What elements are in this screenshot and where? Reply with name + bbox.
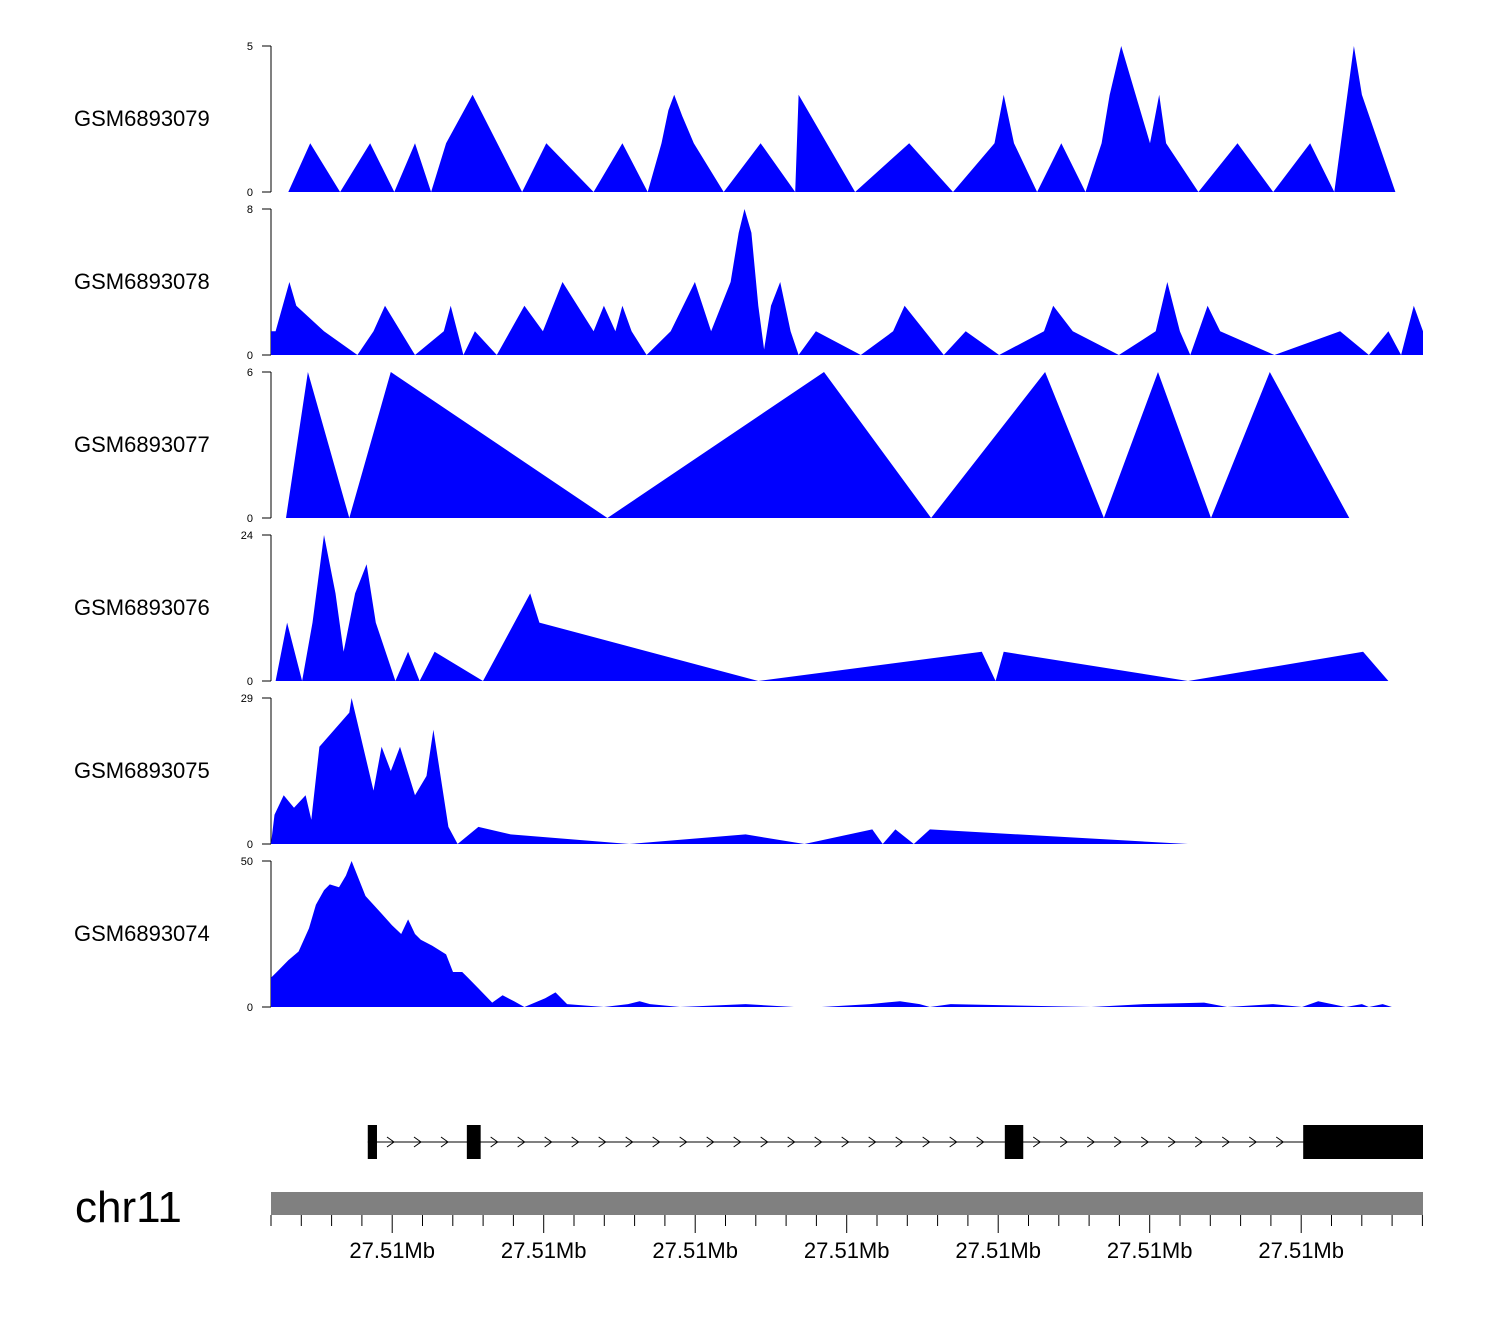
strand-arrow: [733, 1136, 742, 1148]
y-tick-zero-label: 0: [247, 839, 253, 851]
strand-arrow: [1248, 1136, 1258, 1148]
strand-arrow: [544, 1136, 553, 1148]
x-tick-label: 27.51Mb: [1258, 1238, 1344, 1263]
strand-arrow: [1167, 1136, 1177, 1148]
genome-axis: chr11 27.51Mb 27.51Mb 27.51Mb 27.51Mb 27.51Mb…: [75, 1183, 1423, 1263]
y-tick-max-label: 8: [247, 204, 253, 216]
strand-arrow: [922, 1136, 931, 1148]
y-tick-zero-label: 0: [247, 187, 253, 199]
y-tick-max-label: 50: [241, 856, 253, 868]
track-GSM6893074: GSM6893074 50 0: [74, 856, 1392, 1014]
strand-arrow: [949, 1136, 958, 1148]
track-GSM6893075: GSM6893075 29 0: [74, 693, 1188, 851]
strand-arrow: [413, 1136, 422, 1148]
x-tick-label: 27.51Mb: [955, 1238, 1041, 1263]
track-label: GSM6893075: [74, 758, 210, 783]
exon-1: [367, 1125, 377, 1159]
strand-arrow: [1221, 1136, 1231, 1148]
strand-arrow: [1140, 1136, 1150, 1148]
strand-arrow: [1059, 1136, 1069, 1148]
y-tick-max-label: 5: [247, 41, 253, 53]
x-tick-label: 27.51Mb: [501, 1238, 587, 1263]
track-GSM6893078: GSM6893078 8 0: [74, 204, 1423, 362]
strand-arrow: [868, 1136, 877, 1148]
x-tick-label: 27.51Mb: [349, 1238, 435, 1263]
strand-arrow: [598, 1136, 607, 1148]
strand-arrow: [652, 1136, 661, 1148]
coverage-area: [271, 535, 1389, 681]
strand-arrow: [841, 1136, 850, 1148]
coverage-area: [288, 46, 1396, 192]
gene-model: [367, 1125, 1423, 1159]
x-tick-label: 27.51Mb: [804, 1238, 890, 1263]
track-label: GSM6893074: [74, 921, 210, 946]
strand-arrow: [760, 1136, 769, 1148]
coverage-area: [271, 698, 1188, 844]
chromosome-label: chr11: [75, 1183, 182, 1232]
y-tick-zero-label: 0: [247, 676, 253, 688]
y-tick-max-label: 29: [241, 693, 253, 705]
x-tick-label: 27.51Mb: [652, 1238, 738, 1263]
strand-arrow: [1275, 1136, 1285, 1148]
strand-arrow: [490, 1136, 499, 1148]
y-tick-zero-label: 0: [247, 513, 253, 525]
track-GSM6893076: GSM6893076 24 0: [74, 530, 1389, 688]
strand-arrow: [571, 1136, 580, 1148]
exon-4: [1303, 1125, 1423, 1159]
coverage-tracks: GSM689307950GSM689307880GSM689307760GSM6…: [74, 41, 1423, 1014]
strand-arrow: [1113, 1136, 1123, 1148]
track-label: GSM6893076: [74, 595, 210, 620]
strand-arrow: [1032, 1136, 1042, 1148]
y-tick-max-label: 6: [247, 367, 253, 379]
coverage-area: [271, 861, 1392, 1007]
track-label: GSM6893077: [74, 432, 210, 457]
strand-arrow: [386, 1136, 395, 1148]
strand-arrow: [625, 1136, 634, 1148]
strand-arrow: [787, 1136, 796, 1148]
strand-arrow: [814, 1136, 823, 1148]
strand-arrow: [517, 1136, 526, 1148]
x-tick-label: 27.51Mb: [1107, 1238, 1193, 1263]
y-tick-zero-label: 0: [247, 1002, 253, 1014]
y-tick-max-label: 24: [241, 530, 253, 542]
strand-arrow: [679, 1136, 688, 1148]
exon-2: [466, 1125, 481, 1159]
strand-arrow: [895, 1136, 904, 1148]
track-label: GSM6893078: [74, 269, 210, 294]
strand-arrow: [440, 1136, 449, 1148]
track-GSM6893079: GSM6893079 5 0: [74, 41, 1396, 199]
coverage-area: [271, 209, 1423, 355]
exon-3: [1004, 1125, 1024, 1159]
y-tick-zero-label: 0: [247, 350, 253, 362]
strand-arrow: [976, 1136, 985, 1148]
strand-arrow: [1086, 1136, 1096, 1148]
chromosome-bar: [271, 1192, 1423, 1215]
coverage-area: [286, 372, 1350, 518]
strand-arrow: [1194, 1136, 1204, 1148]
strand-arrow: [706, 1136, 715, 1148]
track-GSM6893077: GSM6893077 6 0: [74, 367, 1350, 525]
track-label: GSM6893079: [74, 106, 210, 131]
